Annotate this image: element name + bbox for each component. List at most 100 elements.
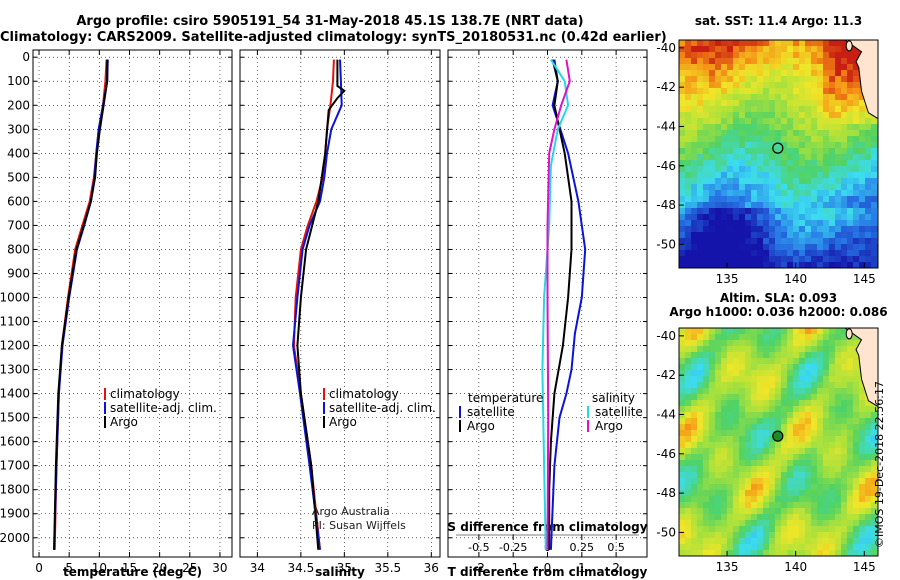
map-cell — [733, 430, 740, 437]
map-cell — [817, 514, 824, 521]
map-cell — [811, 256, 818, 263]
map-x-tick-label: 135 — [716, 272, 739, 286]
map-cell — [817, 352, 824, 359]
map-cell — [775, 196, 782, 203]
map-cell — [721, 544, 728, 551]
map-cell — [811, 418, 818, 425]
map-cell — [733, 418, 740, 425]
map-cell — [859, 430, 866, 437]
map-cell — [835, 46, 842, 53]
map-cell — [781, 466, 788, 473]
map-cell — [691, 382, 698, 389]
map-cell — [697, 40, 704, 47]
map-cell — [703, 154, 710, 161]
map-cell — [715, 358, 722, 365]
map-cell — [763, 220, 770, 227]
map-cell — [733, 88, 740, 95]
map-cell — [739, 376, 746, 383]
map-cell — [751, 448, 758, 455]
map-cell — [787, 334, 794, 341]
map-cell — [781, 430, 788, 437]
map-cell — [763, 544, 770, 551]
map-cell — [763, 184, 770, 191]
map-cell — [757, 550, 764, 556]
map-cell — [703, 172, 710, 179]
map-cell — [787, 328, 794, 335]
map-cell — [757, 112, 764, 119]
map-cell — [775, 232, 782, 239]
map-cell — [799, 112, 806, 119]
map-cell — [805, 40, 812, 47]
map-cell — [805, 460, 812, 467]
map-cell — [853, 418, 860, 425]
map-cell — [679, 118, 686, 125]
map-cell — [841, 364, 848, 371]
map-cell — [871, 142, 878, 149]
map-cell — [727, 526, 734, 533]
map-cell — [841, 262, 848, 268]
map-cell — [775, 490, 782, 497]
map-cell — [715, 118, 722, 125]
map-cell — [781, 340, 788, 347]
map-cell — [739, 172, 746, 179]
map-cell — [817, 520, 824, 527]
map-cell — [781, 400, 788, 407]
map-cell — [871, 472, 878, 479]
map-cell — [703, 430, 710, 437]
map-cell — [835, 136, 842, 143]
map-cell — [865, 166, 872, 173]
map-cell — [739, 106, 746, 113]
map-cell — [841, 544, 848, 551]
map-cell — [733, 256, 740, 263]
map-cell — [751, 460, 758, 467]
map-cell — [865, 442, 872, 449]
map-cell — [805, 466, 812, 473]
map-cell — [865, 430, 872, 437]
map-cell — [733, 250, 740, 257]
map-cell — [703, 478, 710, 485]
map-cell — [691, 202, 698, 209]
map-cell — [763, 250, 770, 257]
map-cell — [787, 130, 794, 137]
map-cell — [739, 508, 746, 515]
map-cell — [727, 364, 734, 371]
map-cell — [733, 490, 740, 497]
map-cell — [835, 208, 842, 215]
map-cell — [733, 472, 740, 479]
map-cell — [757, 484, 764, 491]
map-cell — [685, 430, 692, 437]
map-cell — [715, 232, 722, 239]
map-cell — [799, 412, 806, 419]
map-cell — [769, 520, 776, 527]
map-cell — [775, 502, 782, 509]
map-cell — [733, 346, 740, 353]
map-cell — [835, 250, 842, 257]
map-cell — [679, 196, 686, 203]
map-cell — [709, 58, 716, 65]
map-cell — [709, 190, 716, 197]
map-cell — [793, 388, 800, 395]
map-cell — [691, 538, 698, 545]
map-cell — [853, 208, 860, 215]
map-cell — [841, 154, 848, 161]
map-cell — [703, 250, 710, 257]
map-cell — [781, 472, 788, 479]
map-cell — [781, 76, 788, 83]
map-cell — [745, 232, 752, 239]
map-cell — [859, 544, 866, 551]
map-cell — [829, 100, 836, 107]
map-cell — [751, 340, 758, 347]
map-cell — [799, 226, 806, 233]
map-cell — [811, 94, 818, 101]
map-cell — [841, 388, 848, 395]
map-cell — [691, 412, 698, 419]
map-cell — [751, 424, 758, 431]
map-cell — [733, 148, 740, 155]
map-cell — [853, 460, 860, 467]
map-cell — [721, 76, 728, 83]
map-cell — [769, 412, 776, 419]
map-cell — [763, 214, 770, 221]
map-cell — [703, 346, 710, 353]
map-cell — [841, 88, 848, 95]
map-cell — [847, 466, 854, 473]
